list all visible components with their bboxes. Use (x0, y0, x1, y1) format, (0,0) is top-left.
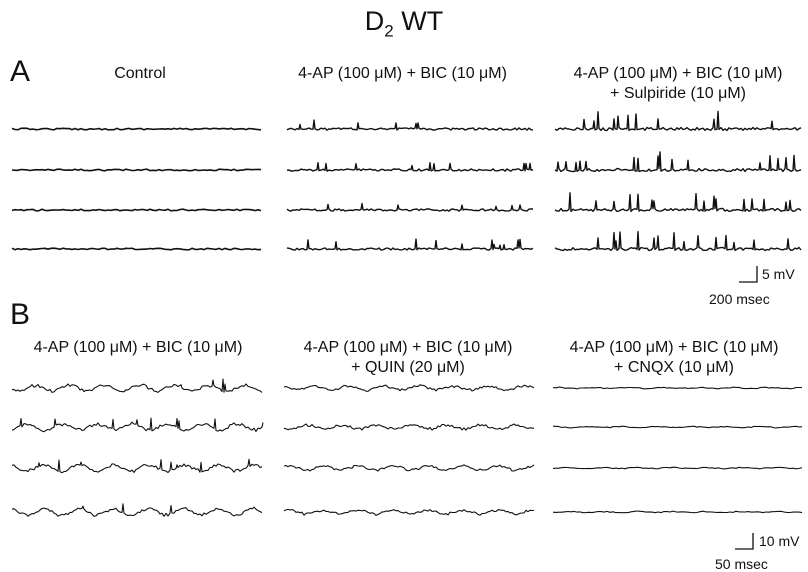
scale-b-voltage: 10 mV (759, 533, 800, 549)
title-subscript: 2 (384, 21, 394, 41)
panel-b-condition-quin: 4-AP (100 μM) + BIC (10 μM) + QUIN (20 μ… (272, 338, 544, 378)
scale-bar-b-line (735, 533, 754, 550)
trace-b-quin-1 (283, 384, 535, 392)
condition-line: 4-AP (100 μM) + BIC (10 μM) (303, 339, 513, 356)
panel-a-condition-control: Control (20, 64, 260, 84)
title-suffix: WT (393, 6, 444, 36)
panel-b-condition-4ap-bic: 4-AP (100 μM) + BIC (10 μM) (2, 338, 274, 358)
trace-b-4ap-bic-3 (11, 458, 263, 474)
trace-a-sulpiride-3 (554, 192, 802, 213)
title-main: D (364, 6, 385, 36)
trace-a-control-4 (11, 247, 262, 251)
trace-a-control-2 (11, 168, 262, 172)
trace-a-sulpiride-4 (554, 230, 802, 252)
trace-a-4ap-bic-3 (286, 202, 533, 212)
condition-line: 4-AP (100 μM) + BIC (10 μM) (33, 339, 243, 356)
trace-a-sulpiride-1 (554, 110, 802, 132)
trace-a-control-1 (11, 127, 262, 131)
trace-a-4ap-bic-2 (286, 161, 533, 172)
trace-a-4ap-bic-1 (286, 119, 534, 131)
scale-a-voltage: 5 mV (762, 266, 795, 282)
condition-line: Control (114, 65, 166, 82)
figure-title: D2 WT (0, 6, 808, 41)
condition-line: + Sulpiride (10 μM) (610, 85, 746, 102)
trace-a-sulpiride-2 (554, 151, 802, 173)
panel-a-condition-sulpiride: 4-AP (100 μM) + BIC (10 μM) + Sulpiride … (548, 64, 808, 104)
condition-line: 4-AP (100 μM) + BIC (10 μM) (573, 65, 783, 82)
condition-line: 4-AP (100 μM) + BIC (10 μM) (298, 65, 507, 82)
trace-b-quin-2 (283, 423, 535, 431)
panel-a-label: A (10, 55, 31, 88)
trace-b-4ap-bic-1 (11, 378, 263, 393)
trace-b-cnqx-4 (552, 510, 803, 514)
panel-b-condition-cnqx: 4-AP (100 μM) + BIC (10 μM) + CNQX (10 μ… (540, 338, 808, 378)
scale-b-time: 50 msec (715, 556, 768, 572)
trace-b-quin-3 (283, 464, 535, 472)
condition-line: + QUIN (20 μM) (351, 359, 465, 376)
trace-b-cnqx-2 (552, 425, 803, 429)
scale-a-time: 200 msec (709, 291, 770, 307)
trace-group (11, 110, 803, 517)
scale-bar-a (739, 266, 758, 283)
trace-b-cnqx-1 (552, 386, 802, 390)
trace-a-control-3 (11, 208, 262, 212)
trace-b-cnqx-3 (552, 466, 803, 470)
condition-line: + CNQX (10 μM) (614, 359, 734, 376)
scale-bar-b (735, 533, 754, 550)
condition-line: 4-AP (100 μM) + BIC (10 μM) (569, 339, 779, 356)
trace-a-4ap-bic-4 (286, 238, 534, 251)
trace-b-quin-4 (283, 508, 535, 516)
panel-b-label: B (10, 298, 31, 331)
trace-b-4ap-bic-2 (11, 417, 264, 433)
panel-a-condition-4ap-bic: 4-AP (100 μM) + BIC (10 μM) (270, 64, 535, 84)
scale-bar-a-line (739, 266, 758, 283)
trace-b-4ap-bic-4 (11, 503, 263, 517)
